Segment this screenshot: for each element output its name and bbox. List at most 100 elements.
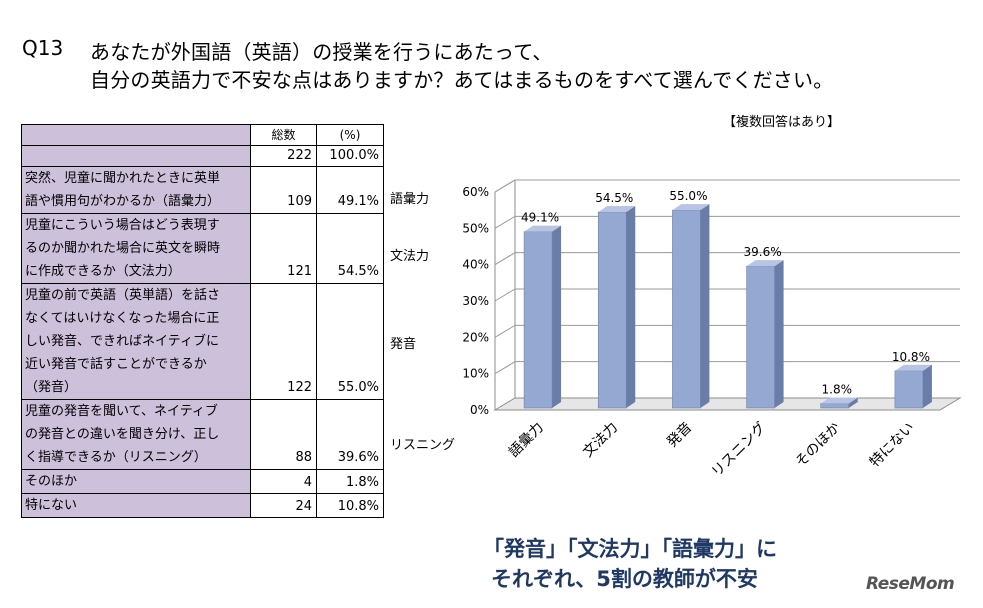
table-row-item-line: なくてはいけなくなった場合に正 xyxy=(25,311,220,326)
bar xyxy=(820,397,858,409)
bar xyxy=(672,204,710,409)
chart-floor xyxy=(493,397,962,411)
data-label: 10.8% xyxy=(892,350,930,364)
table-row-item-line: 語や慣用句がわかるか（語彙力） xyxy=(25,194,221,209)
bar-side xyxy=(922,364,932,408)
y-tick-label: 20% xyxy=(462,330,489,344)
row-side-label: リスニング xyxy=(390,438,456,453)
bar-front xyxy=(820,403,850,409)
chart-gridlines xyxy=(494,179,960,375)
data-label: 39.6% xyxy=(744,245,782,259)
x-tick-label: 語彙力 xyxy=(506,420,547,461)
table-row-item-line: 児童の前で英語（英単語）を話さ xyxy=(25,288,221,303)
caption: 「発音」「文法力」「語彙力」に それぞれ、5割の教師が不安 xyxy=(483,534,777,594)
table-header-pct: (%) xyxy=(316,124,384,146)
bar-top xyxy=(598,205,636,212)
row-side-label: 発音 xyxy=(390,337,417,352)
x-tick-label: リスニング xyxy=(709,420,770,481)
survey-table-body: 総数 (%) 222 100.0% 突然、児童に聞かれたときに英単 語や慣用句がわ… xyxy=(21,124,384,518)
bar-chart: 0% 10% 20% 30% 40% 50% 60% 49.1% 54.5% 55.0% 39.6… xyxy=(462,179,962,481)
table-row-item: 児童にこういう場合はどう表現す るのか聞かれた場合に英文を瞬時 に作成できるか（文法… xyxy=(21,213,251,284)
y-tick-label: 30% xyxy=(462,294,489,308)
table-row: 突然、児童に聞かれたときに英単 語や慣用句がわかるか（語彙力） 109 49.1% xyxy=(21,166,384,214)
y-tick-label: 50% xyxy=(462,221,489,235)
table-row-item: 児童の発音を聞いて、ネイティブ の発音との違いを聞き分け、正し く指導できるか（リス… xyxy=(21,399,251,470)
bar-top xyxy=(894,364,932,371)
bar-front xyxy=(523,231,553,409)
table-row-item-line: の発音との違いを聞き分け、正し xyxy=(25,427,220,442)
chart-y-ticks: 0% 10% 20% 30% 40% 50% 60% xyxy=(462,185,489,417)
bar xyxy=(597,205,636,409)
table-total-pct: 100.0% xyxy=(316,145,384,167)
bar xyxy=(523,225,562,409)
table-row-count: 121 xyxy=(250,213,317,284)
x-tick-label: 文法力 xyxy=(580,420,621,461)
table-row-item: そのほか xyxy=(21,469,251,494)
bar-top xyxy=(746,260,784,267)
data-label: 1.8% xyxy=(822,382,853,396)
table-row: 児童の発音を聞いて、ネイティブ の発音との違いを聞き分け、正し く指導できるか（リス… xyxy=(21,399,384,470)
table-header-count: 総数 xyxy=(250,124,317,146)
table-row-item-line: そのほか xyxy=(25,474,78,489)
row-side-label: 語彙力 xyxy=(390,192,430,207)
table-row-count: 4 xyxy=(250,469,317,494)
chart-frame xyxy=(493,179,962,411)
table-row-pct: 39.6% xyxy=(316,399,384,470)
table-row: 児童にこういう場合はどう表現す るのか聞かれた場合に英文を瞬時 に作成できるか（文法… xyxy=(21,213,384,284)
table-row-item-line: るのか聞かれた場合に英文を瞬時 xyxy=(25,241,221,256)
table-row-item-line: しい発音、できればネイティブに xyxy=(25,334,219,349)
x-tick-label: そのほか xyxy=(793,420,844,471)
gridline xyxy=(494,179,960,193)
bar-front xyxy=(894,370,924,409)
table-row-pct: 55.0% xyxy=(316,283,384,400)
question-text-line-2: 自分の英語力で不安な点はありますか？あてはまるものをすべて選んでください。 xyxy=(90,68,834,92)
chart-data-labels: 49.1% 54.5% 55.0% 39.6% 1.8% 10.8% xyxy=(521,189,930,396)
data-label: 55.0% xyxy=(669,189,707,203)
table-row: 児童の前で英語（英単語）を話さ なくてはいけなくなった場合に正 しい発音、できればネ… xyxy=(21,283,384,400)
data-label: 54.5% xyxy=(595,191,633,205)
bar-side xyxy=(700,204,710,408)
bar-side xyxy=(626,205,636,408)
gridline xyxy=(494,252,960,266)
table-row-item-line: （発音） xyxy=(25,380,78,395)
data-label: 49.1% xyxy=(521,211,559,225)
question-number: Q13 xyxy=(22,36,64,60)
y-tick-label: 40% xyxy=(462,258,489,272)
x-tick-label: 特にない xyxy=(867,420,918,471)
table-row-pct: 10.8% xyxy=(316,493,384,518)
bar-top xyxy=(524,225,562,232)
question-text-line-1: あなたが外国語（英語）の授業を行うにあたって、 xyxy=(90,40,553,64)
resemom-logo: ReseMom xyxy=(866,574,955,594)
gridline xyxy=(494,324,960,338)
table-row-count: 122 xyxy=(250,283,317,400)
gridline xyxy=(494,361,960,375)
table-row-item: 特にない xyxy=(21,493,251,518)
row-side-label: 文法力 xyxy=(390,249,430,264)
table-row-item-line: 児童の発音を聞いて、ネイティブ xyxy=(25,404,218,419)
bar-side xyxy=(774,260,784,408)
bar-front xyxy=(746,265,775,409)
table-row: そのほか 4 1.8% xyxy=(21,469,384,494)
caption-line-1: 「発音」「文法力」「語彙力」に xyxy=(483,537,777,561)
table-row-item-line: く指導できるか（リスニング） xyxy=(25,450,207,465)
chart-x-ticks: 語彙力 文法力 発音 リスニング そのほか 特にない xyxy=(506,419,918,481)
table-row-count: 24 xyxy=(250,493,317,518)
bar-side xyxy=(848,397,858,408)
caption-line-2: それぞれ、5割の教師が不安 xyxy=(491,567,758,591)
table-row-pct: 54.5% xyxy=(316,213,384,284)
y-tick-label: 0% xyxy=(470,403,489,417)
bar xyxy=(746,260,784,409)
bar-top xyxy=(820,397,858,404)
gridline xyxy=(494,215,960,229)
bar xyxy=(894,364,932,409)
bar-top xyxy=(672,204,710,211)
table-row-item-line: 特にない xyxy=(25,498,78,513)
table-row-count: 109 xyxy=(250,166,317,214)
table-row-pct: 49.1% xyxy=(316,166,384,214)
table-row-item: 児童の前で英語（英単語）を話さ なくてはいけなくなった場合に正 しい発音、できればネ… xyxy=(21,283,251,400)
chart-bars xyxy=(523,204,932,409)
chart-note: 【複数回答はあり】 xyxy=(723,115,841,130)
table-row: 特にない 24 10.8% xyxy=(21,493,384,518)
table-header-blank xyxy=(21,124,251,146)
survey-table: 総数 (%) 222 100.0% 突然、児童に聞かれたときに英単 語や慣用句がわ… xyxy=(21,124,384,518)
